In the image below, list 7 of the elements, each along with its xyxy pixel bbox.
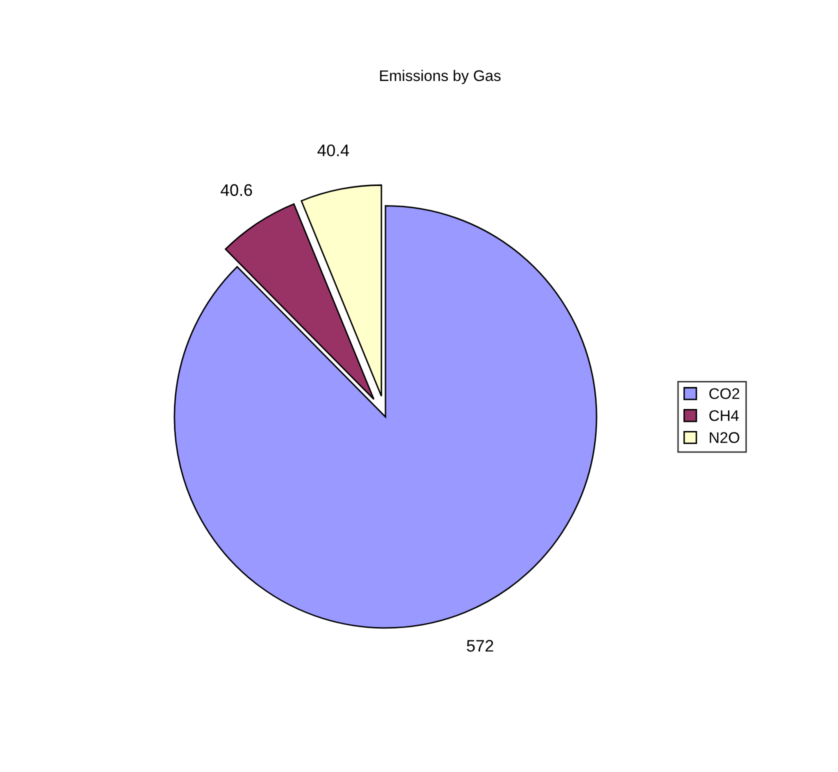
data-label: 40.6 — [220, 184, 252, 196]
legend-label: N2O — [710, 432, 740, 443]
chart-title: Emissions by Gas — [380, 70, 501, 84]
legend-label: CH4 — [709, 410, 739, 422]
legend-label: CO2 — [709, 388, 740, 400]
data-label: 572 — [466, 640, 494, 652]
data-label: 40.4 — [317, 144, 350, 156]
